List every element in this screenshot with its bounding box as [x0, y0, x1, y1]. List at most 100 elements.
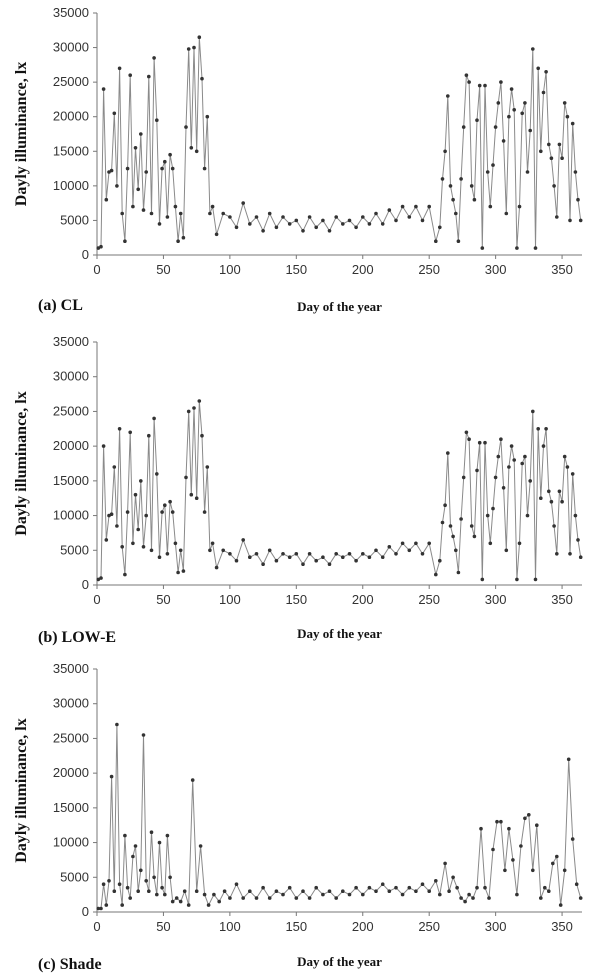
chart-c-data-point	[570, 837, 575, 841]
chart-a-data-point	[96, 246, 101, 250]
chart-panel-a: 0 5000 10000 15000 20000 25000 30000 35000 0 50 10…	[13, 5, 583, 314]
chart-b-data-point	[202, 510, 207, 514]
chart-a-data-point	[176, 239, 180, 243]
chart-b-data-point	[555, 552, 559, 556]
chart-b-data-point	[523, 454, 527, 459]
chart-c-data-point	[578, 896, 583, 900]
chart-a-data-point	[485, 170, 490, 174]
chart-a-data-point	[573, 170, 578, 174]
chart-b-data-point	[367, 555, 372, 559]
chart-c-data-point	[112, 889, 117, 893]
chart-b-data-point	[446, 451, 450, 455]
chart-b-data-point	[434, 572, 438, 577]
chart-a-data-point	[228, 215, 232, 219]
chart-b-data-point	[493, 475, 498, 480]
chart-c-data-point	[562, 868, 567, 873]
chart-c-data-point	[566, 757, 571, 762]
chart-a-data-point	[133, 146, 138, 150]
chart-b-data-point	[200, 433, 204, 438]
chart-b-data-point	[248, 555, 252, 559]
chart-a-data-point	[192, 45, 196, 50]
chart-c-data-point	[217, 899, 221, 904]
chart-a-data-point	[287, 222, 292, 226]
chart-b-data-point	[480, 577, 485, 582]
chart-b-data-point	[456, 570, 461, 575]
chart-a-data-point	[374, 211, 378, 216]
chart-a-data-point	[321, 218, 325, 223]
chart-b-x-tick-label: 150	[285, 592, 307, 607]
chart-c-data-point	[212, 892, 216, 897]
chart-c-data-point	[427, 889, 432, 893]
chart-a-data-point	[197, 35, 202, 39]
chart-a-data-point	[139, 132, 143, 136]
chart-b-data-point	[160, 510, 164, 514]
chart-c-data-point	[139, 868, 143, 873]
chart-c-data-point	[96, 906, 101, 911]
chart-a-data-point	[200, 76, 204, 81]
chart-b-data-point	[361, 552, 365, 556]
chart-b-data-point	[507, 465, 511, 469]
chart-b-data-point	[205, 465, 210, 469]
chart-a-data-point	[570, 121, 575, 126]
chart-b-data-point	[267, 548, 272, 553]
chart-b-data-point	[163, 503, 167, 508]
chart-a-data-point	[181, 235, 186, 240]
chart-a-data-point	[120, 211, 124, 216]
chart-b-data-point	[374, 548, 378, 553]
chart-b-data-point	[194, 496, 199, 501]
chart-c-y-tick-label: 35000	[53, 661, 89, 676]
chart-c-data-point	[519, 844, 523, 848]
chart-a-data-point	[562, 101, 567, 105]
chart-b-data-point	[210, 541, 215, 546]
chart-c-data-point	[267, 896, 272, 900]
chart-c-data-point	[307, 896, 312, 900]
chart-c-data-point	[168, 875, 172, 880]
chart-a-data-point	[557, 142, 562, 147]
chart-c-data-point	[206, 903, 211, 907]
chart-b-x-tick-label: 200	[352, 592, 374, 607]
chart-c-data-point	[463, 899, 467, 904]
chart-c-x-tick-label: 100	[219, 919, 241, 934]
chart-a-data-point	[115, 184, 119, 188]
chart-b-data-point	[131, 541, 135, 546]
chart-c-data-point	[574, 882, 579, 886]
chart-a-data-point	[568, 218, 572, 223]
chart-c-data-point	[327, 889, 332, 893]
chart-a-y-tick-label: 25000	[53, 74, 89, 89]
chart-b-data-point	[552, 524, 556, 528]
chart-c-y-tick-label: 10000	[53, 835, 89, 850]
chart-b-data-point	[539, 496, 543, 501]
chart-a-data-point	[443, 149, 447, 154]
chart-a-data-point	[117, 66, 122, 71]
chart-b-data-point	[334, 552, 339, 556]
chart-c-data-point	[535, 823, 539, 827]
chart-b-y-tick-label: 5000	[60, 542, 89, 557]
chart-b-data-point	[327, 562, 332, 566]
chart-b-data-point	[117, 427, 122, 431]
chart-a-data-point	[517, 204, 522, 209]
chart-c-data-point	[163, 892, 167, 897]
chart-c-data-point	[487, 896, 491, 900]
chart-a-data-point	[472, 197, 477, 202]
chart-a-data-point	[531, 47, 535, 51]
chart-panel-c: 0 5000 10000 15000 20000 25000 30000 35000 0 50 10…	[13, 661, 583, 973]
chart-b-data-point	[491, 506, 495, 511]
chart-c-data-point	[178, 899, 183, 904]
chart-c-x-axis-title: Day of the year	[297, 954, 382, 969]
chart-c-data-point	[234, 882, 239, 886]
chart-b-data-point	[496, 454, 501, 459]
chart-c-data-point	[467, 892, 471, 897]
chart-b-data-point	[314, 558, 319, 563]
chart-a-data-point	[504, 211, 509, 216]
chart-b-data-point	[147, 433, 151, 438]
chart-b-data-point	[178, 548, 183, 553]
chart-a-data-point	[515, 246, 519, 250]
chart-b-data-point	[101, 444, 106, 448]
chart-a-data-point	[327, 229, 332, 233]
chart-b-data-point	[420, 552, 425, 556]
chart-c-data-point	[434, 879, 438, 883]
chart-c-data-point	[347, 892, 352, 897]
chart-a-x-tick-label: 50	[156, 262, 170, 277]
chart-a-data-point	[168, 152, 172, 157]
